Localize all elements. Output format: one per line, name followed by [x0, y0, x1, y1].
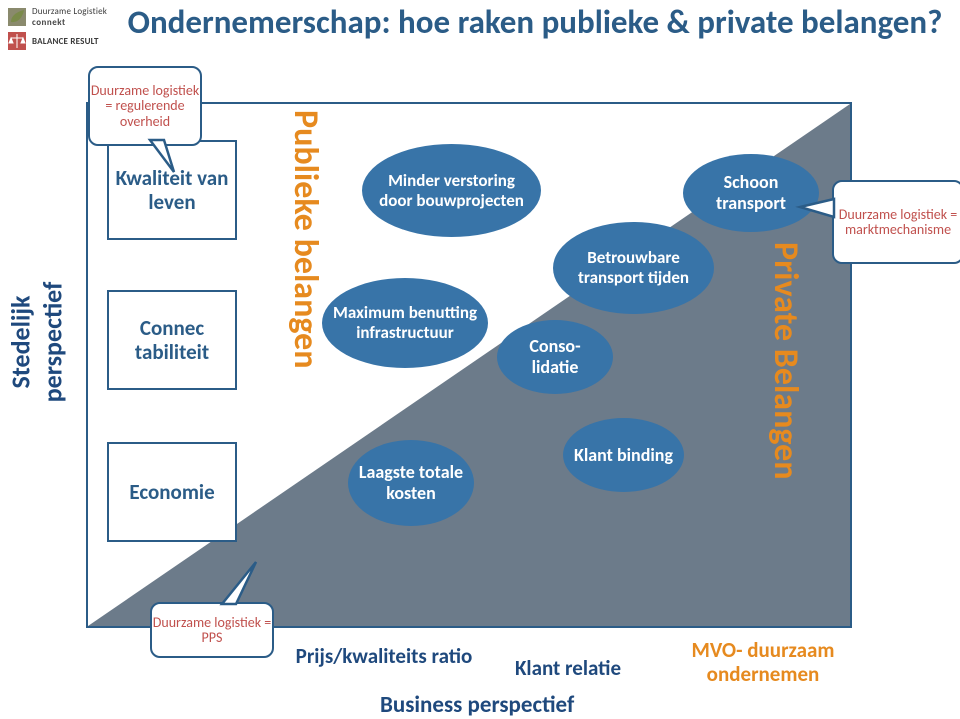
leaf-icon — [8, 8, 26, 26]
left-box-economie: Economie — [107, 442, 237, 542]
ellipse-maximum: Maximum benutting infrastructuur — [322, 278, 488, 368]
ellipse-conso: Conso- lidatie — [497, 320, 613, 394]
callout-pps: Duurzame logistiek = PPS — [150, 602, 274, 658]
logo-balance: BALANCE RESULT — [8, 32, 99, 50]
ellipse-schoon: Schoon transport — [683, 154, 819, 232]
bottom-label-prijs: Prijs/kwaliteits ratio — [294, 644, 474, 668]
callout-tail-icon — [150, 140, 190, 180]
diagram-stage: Duurzame Logistiek connekt BALANCE RESUL… — [0, 0, 960, 716]
callout-text: Duurzame logistiek = marktmechanisme — [834, 207, 960, 238]
ellipse-klant: Klant binding — [563, 418, 684, 492]
scale-icon — [8, 32, 26, 50]
callout-text: Duurzame logistiek = regulerende overhei… — [90, 83, 200, 129]
left-box-connectabiliteit: Connec tabiliteit — [107, 290, 237, 390]
axis-left-label: Stedelijk perspectief — [4, 282, 68, 403]
logo-a-sub: connekt — [32, 17, 107, 28]
ellipse-laagste: Laagste totale kosten — [348, 440, 474, 526]
ellipse-betrouw: Betrouwbare transport tijden — [553, 222, 714, 314]
logo-duurzame: Duurzame Logistiek connekt — [8, 6, 107, 28]
callout-markt: Duurzame logistiek = marktmechanisme — [832, 180, 960, 264]
callout-overheid: Duurzame logistiek = regulerende overhei… — [88, 66, 202, 146]
logo-b-text: BALANCE RESULT — [32, 36, 99, 47]
logo-a-text: Duurzame Logistiek — [32, 6, 107, 17]
callout-tail-icon — [800, 195, 840, 225]
page-title: Ondernemerschap: hoe raken publieke & pr… — [110, 4, 960, 42]
callout-text: Duurzame logistiek = PPS — [152, 615, 272, 646]
ellipse-minder: Minder verstoring door bouwprojecten — [362, 144, 541, 237]
label-private-belangen: Private Belangen — [765, 242, 806, 479]
axis-bottom-label: Business perspectief — [380, 692, 574, 718]
callout-tail-icon — [222, 562, 272, 608]
label-publieke-belangen: Publieke belangen — [285, 110, 326, 368]
bottom-label-klant: Klant relatie — [498, 656, 638, 680]
bottom-label-mvo: MVO- duurzaam ondernemen — [678, 638, 848, 686]
